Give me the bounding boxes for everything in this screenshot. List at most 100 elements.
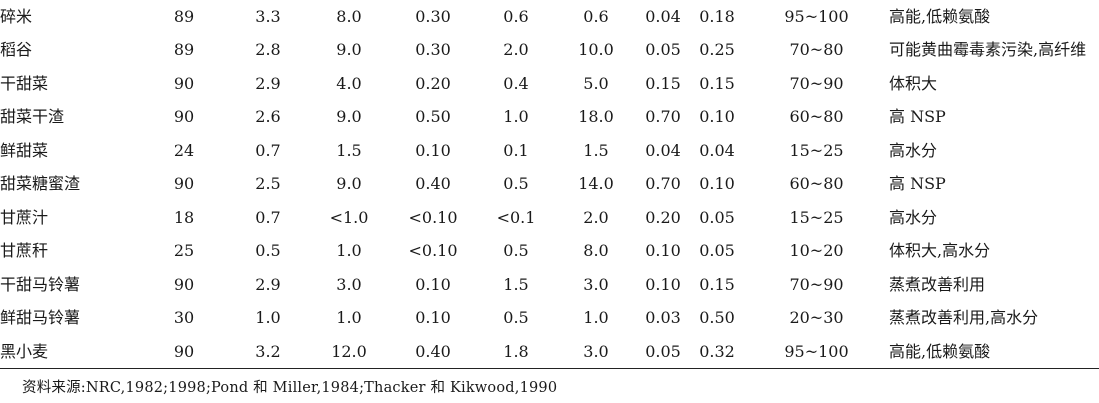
value-cell: 2.9 (255, 73, 281, 93)
value-cell: 1.0 (255, 308, 281, 328)
table-row: 干甜菜 90 2.9 4.0 0.20 0.4 5.0 0.15 0.15 70~90 体积大 (0, 67, 1099, 101)
value-cell: 10.0 (578, 40, 614, 60)
note-cell: 蒸煮改善利用,高水分 (889, 308, 1039, 328)
value-cell: 0.10 (415, 308, 451, 328)
value-cell: 0.6 (503, 6, 529, 26)
value-cell: 0.10 (645, 274, 681, 294)
value-cell: 0.20 (645, 207, 681, 227)
value-cell: 1.0 (583, 308, 609, 328)
note-cell: 高 NSP (889, 107, 946, 127)
range-cell: 10~20 (789, 241, 844, 261)
value-cell: 18 (173, 207, 195, 227)
value-cell: 3.0 (583, 341, 609, 361)
feed-name-cell: 甜菜干渣 (0, 107, 65, 127)
value-cell: 0.7 (255, 140, 281, 160)
value-cell: 1.0 (336, 241, 362, 261)
feed-composition-table: 碎米 89 3.3 8.0 0.30 0.6 0.6 0.04 0.18 95~100 高能,低赖氨… (0, 0, 1099, 369)
value-cell: 0.05 (645, 40, 681, 60)
value-cell: 2.9 (255, 274, 281, 294)
value-cell: 3.2 (255, 341, 281, 361)
value-cell: 30 (173, 308, 195, 328)
value-cell: 2.5 (255, 174, 281, 194)
range-cell: 60~80 (789, 174, 844, 194)
value-cell: 0.5 (255, 241, 281, 261)
value-cell: 0.5 (503, 308, 529, 328)
value-cell: 0.70 (645, 107, 681, 127)
table-row: 碎米 89 3.3 8.0 0.30 0.6 0.6 0.04 0.18 95~100 高能,低赖氨… (0, 0, 1099, 34)
value-cell: 0.50 (699, 308, 735, 328)
note-cell: 蒸煮改善利用 (889, 274, 986, 294)
value-cell: 0.10 (699, 174, 735, 194)
value-cell: 0.6 (583, 6, 609, 26)
value-cell: 0.1 (503, 140, 529, 160)
value-cell: 90 (173, 174, 195, 194)
range-cell: 20~30 (789, 308, 844, 328)
table-row: 甜菜干渣 90 2.6 9.0 0.50 1.0 18.0 0.70 0.10 60~80 高 NS… (0, 101, 1099, 135)
value-cell: 1.5 (583, 140, 609, 160)
feed-name-cell: 甘蔗秆 (0, 241, 49, 261)
value-cell: 2.6 (255, 107, 281, 127)
range-cell: 95~100 (784, 341, 849, 361)
value-cell: 3.0 (336, 274, 362, 294)
range-cell: 70~80 (789, 40, 844, 60)
value-cell: 2.0 (583, 207, 609, 227)
feed-name-cell: 干甜马铃薯 (0, 274, 81, 294)
value-cell: 0.04 (645, 140, 681, 160)
value-cell: 0.04 (645, 6, 681, 26)
range-cell: 15~25 (789, 207, 844, 227)
feed-name-cell: 黑小麦 (0, 341, 49, 361)
value-cell: 90 (173, 107, 195, 127)
value-cell: 0.50 (415, 107, 451, 127)
value-cell: <1.0 (329, 207, 369, 227)
feed-name-cell: 干甜菜 (0, 73, 49, 93)
value-cell: 1.8 (503, 341, 529, 361)
value-cell: 8.0 (336, 6, 362, 26)
value-cell: 0.40 (415, 174, 451, 194)
value-cell: 0.15 (645, 73, 681, 93)
value-cell: 2.8 (255, 40, 281, 60)
value-cell: 3.0 (583, 274, 609, 294)
table-row: 鲜甜菜 24 0.7 1.5 0.10 0.1 1.5 0.04 0.04 15~25 高水分 (0, 134, 1099, 168)
value-cell: <0.10 (408, 241, 458, 261)
value-cell: 24 (173, 140, 195, 160)
value-cell: 89 (173, 6, 195, 26)
note-cell: 体积大 (889, 73, 938, 93)
value-cell: 0.03 (645, 308, 681, 328)
table-bottom-rule (0, 368, 1099, 369)
feed-name-cell: 甘蔗汁 (0, 207, 49, 227)
value-cell: 9.0 (336, 107, 362, 127)
value-cell: 0.70 (645, 174, 681, 194)
value-cell: 89 (173, 40, 195, 60)
feed-name-cell: 稻谷 (0, 40, 33, 60)
value-cell: 9.0 (336, 40, 362, 60)
value-cell: 1.0 (336, 308, 362, 328)
value-cell: 0.05 (699, 207, 735, 227)
table-row: 干甜马铃薯 90 2.9 3.0 0.10 1.5 3.0 0.10 0.15 70~90 蒸煮改善… (0, 268, 1099, 302)
value-cell: 18.0 (578, 107, 614, 127)
value-cell: 90 (173, 274, 195, 294)
value-cell: <0.10 (408, 207, 458, 227)
feed-name-cell: 碎米 (0, 6, 33, 26)
value-cell: 0.18 (699, 6, 735, 26)
table-row: 黑小麦 90 3.2 12.0 0.40 1.8 3.0 0.05 0.32 95~100 高能,低… (0, 335, 1099, 369)
value-cell: 0.10 (645, 241, 681, 261)
value-cell: 0.7 (255, 207, 281, 227)
value-cell: 9.0 (336, 174, 362, 194)
range-cell: 15~25 (789, 140, 844, 160)
feed-name-cell: 鲜甜菜 (0, 140, 49, 160)
value-cell: 0.5 (503, 174, 529, 194)
value-cell: 1.5 (503, 274, 529, 294)
value-cell: 2.0 (503, 40, 529, 60)
value-cell: 0.10 (415, 140, 451, 160)
value-cell: 14.0 (578, 174, 614, 194)
value-cell: 0.40 (415, 341, 451, 361)
note-cell: 高水分 (889, 207, 938, 227)
note-cell: 体积大,高水分 (889, 241, 991, 261)
value-cell: 3.3 (255, 6, 281, 26)
value-cell: 12.0 (331, 341, 367, 361)
value-cell: 0.10 (699, 107, 735, 127)
value-cell: 0.05 (645, 341, 681, 361)
note-cell: 高水分 (889, 140, 938, 160)
value-cell: 0.30 (415, 6, 451, 26)
value-cell: 1.0 (503, 107, 529, 127)
